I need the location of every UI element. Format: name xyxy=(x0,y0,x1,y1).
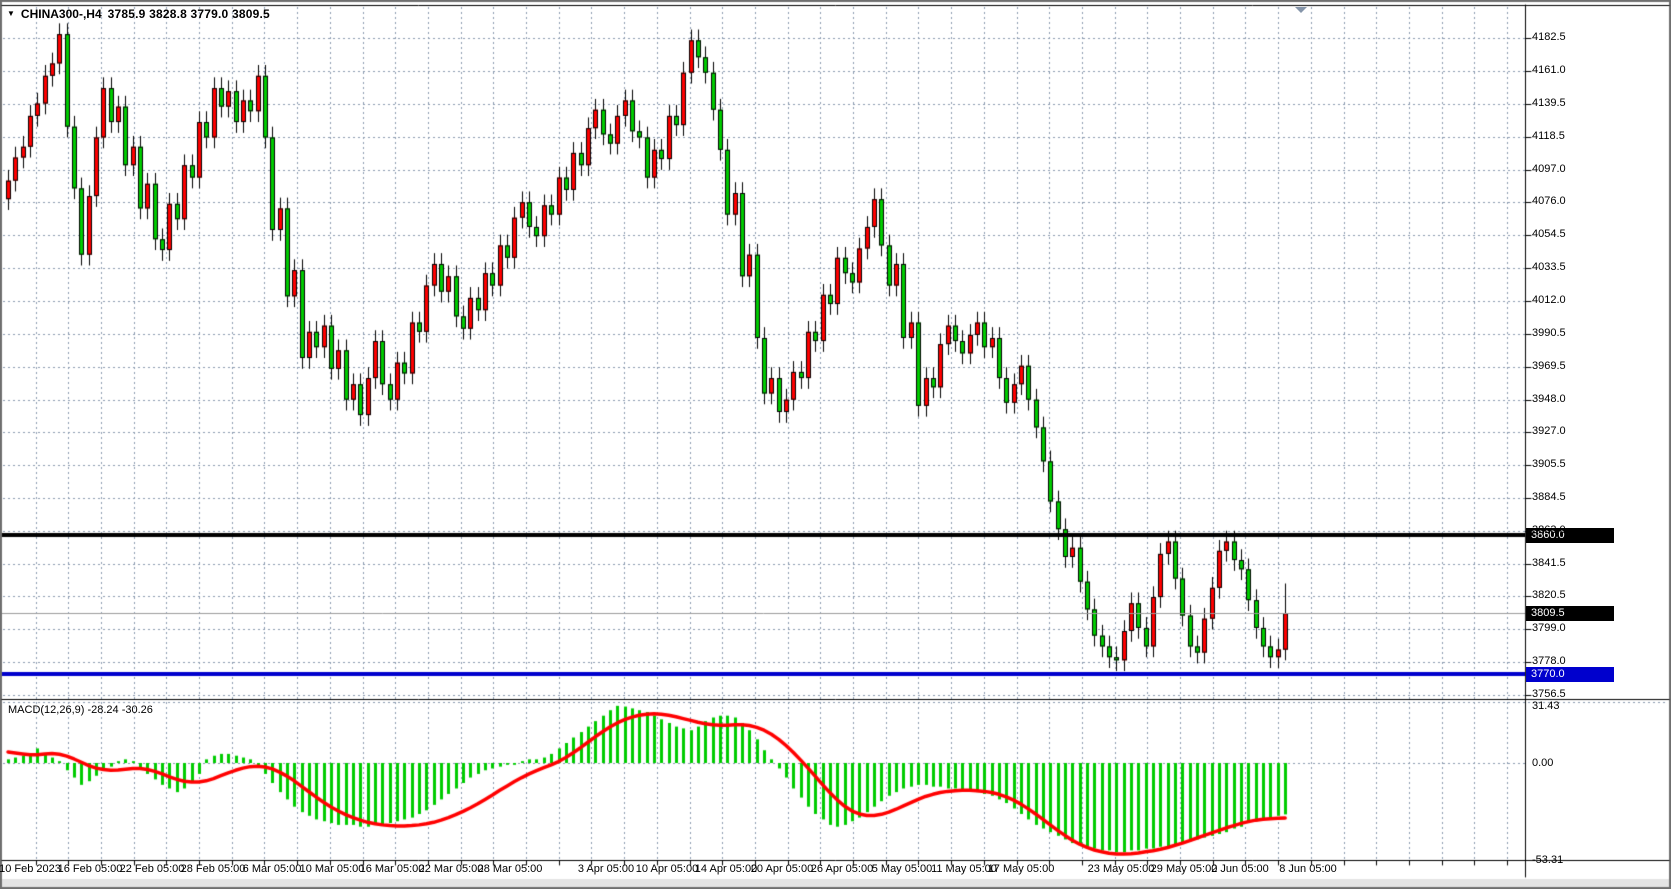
chart-shift-marker-icon[interactable] xyxy=(1295,7,1307,13)
price-level-badge-3860: 3860.0 xyxy=(1526,527,1614,543)
symbol-info: ▼ CHINA300-,H4 3785.9 3828.8 3779.0 3809… xyxy=(7,7,270,21)
time-axis-label: 3 Apr 05:00 xyxy=(577,863,635,875)
price-tick-label: 4139.5 xyxy=(1532,97,1566,110)
time-axis-label: 20 Apr 05:00 xyxy=(750,863,814,875)
price-tick-label: 3841.5 xyxy=(1532,556,1566,569)
price-tick-label: 3905.5 xyxy=(1532,458,1566,471)
macd-scale-max: 31.43 xyxy=(1532,699,1560,712)
price-tick-label: 4076.0 xyxy=(1532,195,1566,208)
price-tick-label: 3799.0 xyxy=(1532,622,1566,635)
price-tick-label: 4161.0 xyxy=(1532,64,1566,77)
price-tick-label: 4182.5 xyxy=(1532,31,1566,43)
time-axis-label: 10 Feb 2023 xyxy=(0,863,61,875)
price-tick-label: 4118.5 xyxy=(1532,129,1565,142)
time-axis-label: 22 Mar 05:00 xyxy=(418,863,484,875)
price-tick-label: 3756.5 xyxy=(1532,688,1566,701)
current-price-badge: 3809.5 xyxy=(1526,605,1614,621)
price-level-badge-3770: 3770.0 xyxy=(1526,666,1614,682)
price-tick-label: 4012.0 xyxy=(1532,293,1566,306)
time-axis-label: 10 Mar 05:00 xyxy=(299,863,365,875)
price-tick-label: 4097.0 xyxy=(1532,162,1566,175)
symbol-name: CHINA300-,H4 xyxy=(20,7,102,21)
price-tick-label: 3884.5 xyxy=(1532,490,1566,503)
price-tick-label: 4033.5 xyxy=(1532,260,1566,273)
time-axis-label: 29 May 05:00 xyxy=(1150,863,1218,875)
price-tick-label: 3969.5 xyxy=(1532,359,1566,372)
macd-scale-zero: 0.00 xyxy=(1532,757,1554,769)
time-axis-label: 2 Jun 05:00 xyxy=(1211,863,1269,875)
price-tick-label: 3778.0 xyxy=(1532,654,1566,667)
time-axis-label: 14 Apr 05:00 xyxy=(694,863,758,875)
ohlc-open: 3785.9 xyxy=(107,7,146,21)
macd-indicator-label: MACD(12,26,9) -28.24 -30.26 xyxy=(8,704,153,716)
time-axis-label: 28 Feb 05:00 xyxy=(180,863,246,875)
time-axis-label: 16 Feb 05:00 xyxy=(57,863,123,875)
time-axis-label: 22 Feb 05:00 xyxy=(119,863,185,875)
time-axis-label: 28 Mar 05:00 xyxy=(477,863,543,875)
ohlc-low: 3779.0 xyxy=(190,7,229,21)
symbol-dropdown-icon[interactable]: ▼ xyxy=(7,9,15,18)
time-axis-label: 8 Jun 05:00 xyxy=(1279,863,1337,875)
time-axis-label: 17 May 05:00 xyxy=(987,863,1055,875)
macd-scale-min: -53.31 xyxy=(1532,854,1564,867)
time-axis-label: 5 May 05:00 xyxy=(871,863,933,875)
price-tick-label: 3990.5 xyxy=(1532,327,1566,340)
time-axis-label: 23 May 05:00 xyxy=(1087,863,1155,875)
time-axis-label: 11 May 05:00 xyxy=(931,863,997,875)
ohlc-high: 3828.8 xyxy=(149,7,187,21)
price-tick-label: 4054.5 xyxy=(1532,228,1566,241)
price-tick-label: 3863.0 xyxy=(1532,523,1566,536)
ohlc-close: 3809.5 xyxy=(231,7,270,21)
price-tick-label: 3820.5 xyxy=(1532,589,1566,602)
time-axis-label: 16 Mar 05:00 xyxy=(359,863,425,875)
time-axis-label: 6 Mar 05:00 xyxy=(242,863,302,875)
time-axis-label: 26 Apr 05:00 xyxy=(810,863,874,875)
time-axis-label: 10 Apr 05:00 xyxy=(635,863,699,875)
price-tick-label: 3948.0 xyxy=(1532,392,1566,405)
price-tick-label: 3927.0 xyxy=(1532,425,1566,438)
